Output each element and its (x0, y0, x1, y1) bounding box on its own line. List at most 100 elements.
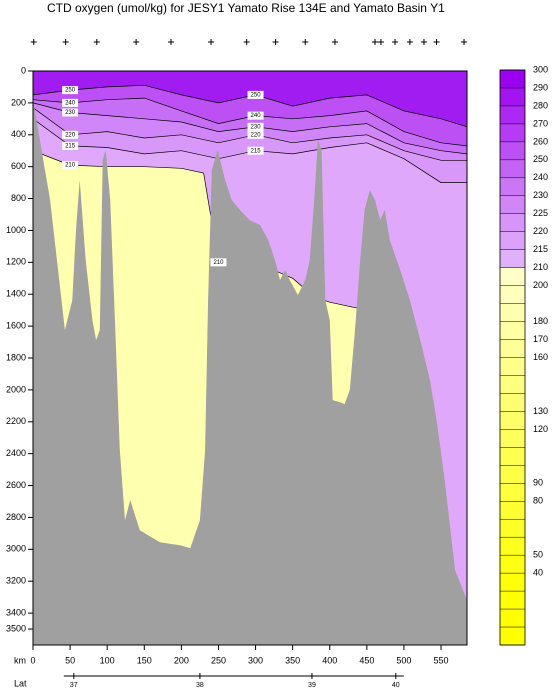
colorbar-cell (500, 87, 525, 107)
colorbar-cell (500, 609, 525, 628)
station-marker (461, 39, 468, 45)
x-tick-label: 500 (396, 655, 411, 665)
contour-label-bg (62, 86, 79, 95)
colorbar-label: 200 (533, 280, 548, 290)
contour-label: 230 (65, 110, 76, 116)
colorbar-cell (500, 393, 525, 412)
y-tick-label: 400 (11, 129, 26, 139)
colorbar-cell (500, 411, 525, 430)
station-marker (406, 39, 413, 45)
colorbar-cell (500, 177, 525, 197)
colorbar-cell (500, 465, 525, 484)
station-marker (433, 39, 440, 45)
y-tick-label: 800 (11, 193, 26, 203)
colorbar-cell (500, 303, 525, 322)
colorbar-label: 225 (533, 208, 548, 218)
contour-label-bg (247, 122, 264, 131)
colorbar-label: 280 (533, 100, 548, 110)
colorbar-cell (500, 231, 525, 250)
chart-title: CTD oxygen (umol/kg) for JESY1 Yamato Ri… (47, 1, 445, 15)
contour-label: 215 (65, 144, 76, 150)
contour-label: 250 (251, 92, 262, 98)
colorbar-label: 220 (533, 226, 548, 236)
colorbar-cell (500, 195, 525, 215)
y-tick-label: 2600 (6, 480, 26, 490)
y-tick-label: 2400 (6, 448, 26, 458)
contour-label: 220 (65, 132, 76, 138)
station-marker (93, 39, 100, 45)
colorbar-cell (500, 70, 525, 89)
station-marker (272, 39, 279, 45)
colorbar-label: 260 (533, 136, 548, 146)
colorbar-cell (500, 267, 525, 286)
contour-label-bg (247, 111, 264, 120)
colorbar-cell (500, 573, 525, 592)
station-marker (243, 39, 250, 45)
colorbar-label: 170 (533, 334, 548, 344)
colorbar-cell (500, 339, 525, 358)
x-tick-label: 550 (434, 655, 449, 665)
colorbar-label: 270 (533, 118, 548, 128)
contour-label-bg (62, 141, 79, 150)
colorbar-cell (500, 627, 525, 646)
colorbar-label: 180 (533, 316, 548, 326)
contour-label-bg (62, 130, 79, 139)
colorbar-label: 160 (533, 352, 548, 362)
station-marker (331, 39, 338, 45)
colorbar-cell (500, 537, 525, 556)
contour-label: 215 (251, 148, 262, 154)
x-tick-label: 200 (174, 655, 189, 665)
y-tick-label: 1000 (6, 225, 26, 235)
colorbar-cell (500, 483, 525, 502)
colorbar-cell (500, 105, 525, 125)
station-marker (420, 39, 427, 45)
colorbar-cell (500, 591, 525, 610)
x-tick-label: 150 (137, 655, 152, 665)
colorbar-label: 250 (533, 154, 548, 164)
y-tick-label: 2800 (6, 512, 26, 522)
y-tick-label: 3200 (6, 576, 26, 586)
contour-label-bg (62, 108, 79, 117)
colorbar-label: 90 (533, 478, 543, 488)
colorbar-cell (500, 429, 525, 448)
colorbar-cell (500, 123, 525, 143)
y-tick-label: 0 (21, 65, 26, 75)
contour-label-bg (247, 146, 264, 155)
colorbar-cell (500, 159, 525, 179)
station-marker (302, 39, 309, 45)
contour-label-bg (62, 98, 79, 107)
y-tick-label: 3000 (6, 544, 26, 554)
colorbar-cell (500, 321, 525, 340)
bathymetry (33, 100, 467, 645)
station-marker (133, 39, 140, 45)
colorbar-label: 40 (533, 568, 543, 578)
x-tick-label: 450 (359, 655, 374, 665)
y-tick-label: 3500 (6, 623, 26, 633)
lat-tick-label: 40 (392, 682, 400, 689)
station-marker (392, 39, 399, 45)
lat-tick-label: 38 (196, 682, 204, 689)
station-marker (30, 39, 37, 45)
contour-label-bg (247, 90, 264, 99)
y-tick-label: 2000 (6, 384, 26, 394)
colorbar-cell (500, 375, 525, 394)
colorbar-cell (500, 249, 525, 268)
colorbar-label: 290 (533, 82, 548, 92)
colorbar-cell (500, 285, 525, 304)
x-tick-label: 50 (65, 655, 75, 665)
x-tick-label: 400 (322, 655, 337, 665)
x-tick-label: 100 (100, 655, 115, 665)
colorbar-cell (500, 141, 525, 161)
colorbar-cell (500, 501, 525, 520)
colorbar-label: 240 (533, 172, 548, 182)
station-marker (208, 39, 215, 45)
station-marker (377, 39, 384, 45)
contour-label-bg (62, 161, 79, 170)
colorbar-cell (500, 447, 525, 466)
colorbar-label: 80 (533, 496, 543, 506)
y-tick-label: 1800 (6, 352, 26, 362)
colorbar-label: 230 (533, 190, 548, 200)
colorbar-cell (500, 555, 525, 574)
colorbar-label: 210 (533, 262, 548, 272)
